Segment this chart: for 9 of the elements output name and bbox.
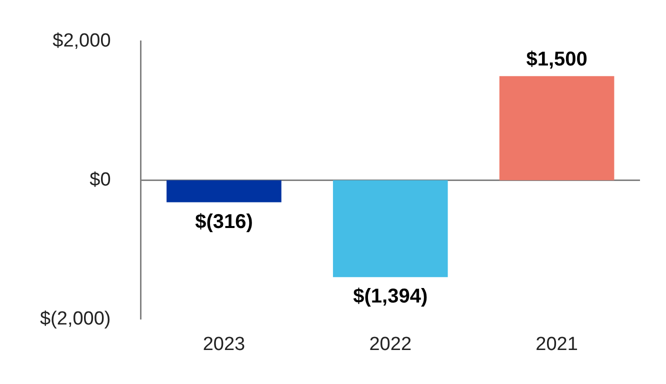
data-label: $(316) <box>195 210 253 233</box>
x-tick-label: 2023 <box>202 334 246 355</box>
x-tick-label: 2021 <box>536 334 578 355</box>
y-tick-label: $(2,000) <box>40 308 111 330</box>
y-tick-label: $0 <box>90 170 111 191</box>
y-tick-label: $2,000 <box>52 30 111 52</box>
data-label: $(1,394) <box>353 286 428 308</box>
data-label: $1,500 <box>526 48 588 71</box>
x-tick-label: 2022 <box>369 334 412 355</box>
